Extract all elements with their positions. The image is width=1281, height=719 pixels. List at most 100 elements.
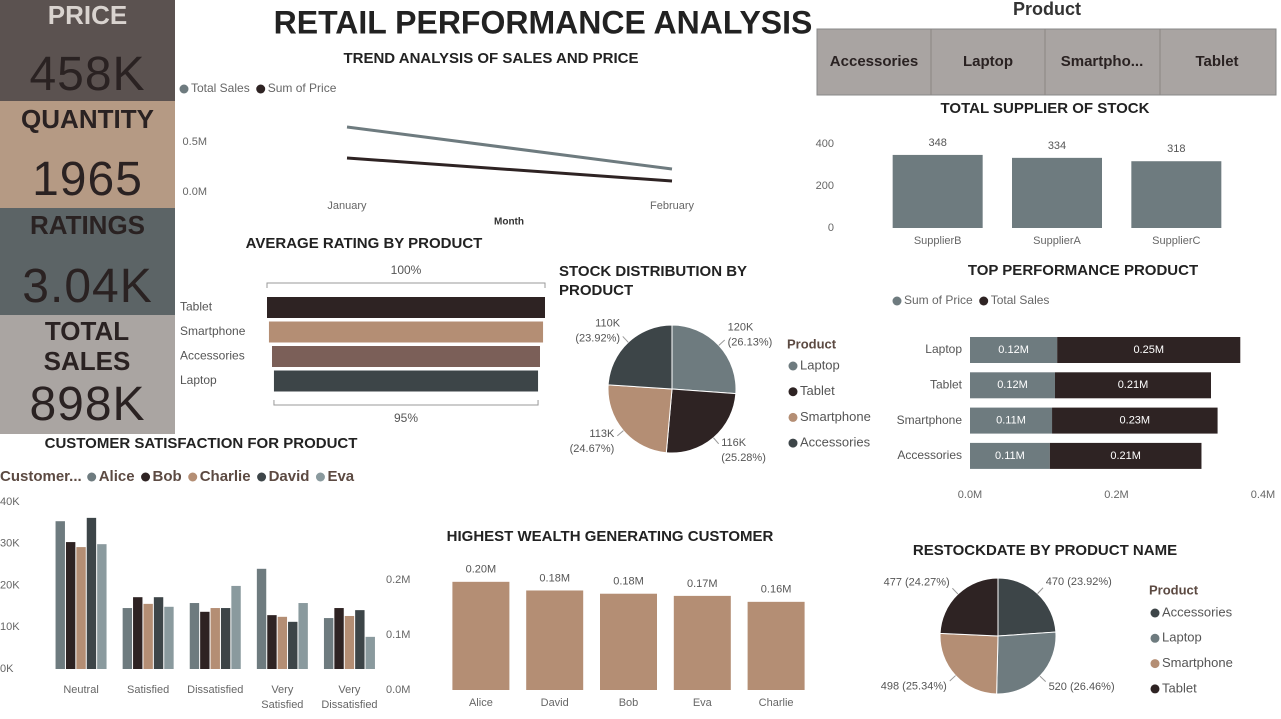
- kpi-value: 898K: [29, 378, 146, 431]
- legend-title: Product: [1149, 582, 1199, 597]
- category-label: Smartphone: [897, 413, 963, 427]
- kpi-card: [0, 101, 175, 208]
- bar: [334, 608, 344, 669]
- pie-slice: [671, 324, 737, 395]
- legend-marker: [87, 472, 97, 482]
- series-line: [346, 156, 673, 183]
- legend-marker: [1150, 608, 1160, 618]
- chart-title: RESTOCKDATE BY PRODUCT NAME: [913, 542, 1177, 559]
- percent-label: (23.92%): [575, 333, 620, 345]
- legend-label: Accessories: [1162, 604, 1233, 619]
- percent-label: (25.34%): [902, 680, 947, 692]
- y-tick-label: 40K: [0, 496, 20, 508]
- x-tick-label: 0.0M: [958, 489, 982, 501]
- x-tick-label: Bob: [619, 697, 639, 709]
- pie-slice: [939, 632, 999, 695]
- legend-label: Tablet: [800, 383, 835, 398]
- leader-line: [1039, 675, 1047, 682]
- bar: [344, 615, 355, 669]
- leader-line: [949, 675, 956, 682]
- bar: [122, 608, 133, 669]
- bar-segment: [1054, 372, 1211, 399]
- category-label: Smartphone: [180, 324, 246, 338]
- chart-title: TREND ANALYSIS OF SALES AND PRICE: [343, 50, 638, 67]
- data-label: 520 (26.46%): [1049, 681, 1115, 693]
- y-tick-label: 0: [828, 222, 834, 234]
- value-label: 318: [1167, 143, 1185, 155]
- chart-title: AVERAGE RATING BY PRODUCT: [246, 235, 483, 252]
- y2-tick-label: 0.0M: [386, 684, 410, 696]
- data-label: 120K (26.13%): [728, 321, 773, 348]
- funnel-bar: [268, 321, 544, 343]
- value-label: 348: [928, 137, 946, 149]
- slicer-box: [816, 28, 1277, 96]
- slicer-item[interactable]: Tablet: [1195, 53, 1238, 70]
- percent-label: (23.92%): [1067, 576, 1112, 588]
- x-tick-label: Eva: [693, 697, 713, 709]
- legend-label: Charlie: [200, 468, 251, 485]
- legend-label: Laptop: [1162, 630, 1202, 645]
- bar: [86, 517, 97, 669]
- legend-label: Tablet: [1162, 680, 1197, 695]
- bracket: [273, 400, 539, 406]
- legend-title: Product: [787, 336, 837, 351]
- chart-title: CUSTOMER SATISFACTION FOR PRODUCT: [45, 435, 358, 452]
- bar: [65, 542, 76, 669]
- funnel-bar: [272, 346, 540, 367]
- category-label: Laptop: [180, 373, 217, 387]
- value-label: 470: [1046, 576, 1064, 588]
- kpi-card: [0, 0, 175, 101]
- x-tick-label: SupplierA: [1033, 235, 1081, 247]
- bar: [365, 636, 375, 669]
- value-label: 0.18M: [539, 572, 570, 584]
- x-tick-label: David: [541, 697, 569, 709]
- pie-slice: [607, 324, 673, 390]
- bar: [673, 595, 731, 690]
- leader-line: [952, 587, 959, 595]
- kpi-value: 458K: [29, 48, 146, 101]
- value-label: 0.20M: [466, 564, 497, 576]
- x-tick-label: 0.4M: [1251, 489, 1275, 501]
- category-label: Accessories: [180, 349, 245, 363]
- value-label: 0.16M: [761, 584, 792, 596]
- legend-marker: [892, 296, 902, 306]
- legend-label: Bob: [153, 468, 182, 485]
- leader-line: [622, 336, 629, 343]
- slicer-item[interactable]: Accessories: [830, 53, 918, 70]
- value-label: 0.11M: [996, 415, 1026, 427]
- value-label: 0.12M: [997, 379, 1028, 391]
- value-label: 113K: [589, 428, 615, 440]
- bar-segment: [970, 372, 1055, 399]
- bar-segment: [1052, 407, 1218, 434]
- funnel-bar: [273, 370, 539, 392]
- legend-marker: [188, 472, 198, 482]
- bar: [143, 603, 153, 669]
- bar: [747, 601, 805, 690]
- y-tick-label: 400: [816, 138, 834, 150]
- bar: [55, 521, 65, 669]
- leader-line: [718, 339, 726, 346]
- legend-marker: [256, 84, 266, 94]
- slicer-item[interactable]: Smartpho...: [1061, 53, 1144, 70]
- bar: [288, 621, 298, 669]
- legend-label: Sum of Price: [268, 81, 337, 95]
- x-tick-label: January: [327, 200, 367, 212]
- kpi-label: TOTAL SALES: [43, 316, 131, 376]
- slicer-item[interactable]: Laptop: [963, 53, 1013, 70]
- bar-segment: [970, 442, 1050, 469]
- bar-segment: [970, 337, 1058, 363]
- y-tick-label: 10K: [0, 621, 20, 633]
- bar: [200, 611, 210, 669]
- y-tick-label: 0K: [0, 663, 14, 675]
- pie-slice: [607, 384, 673, 454]
- category-label: Tablet: [930, 377, 963, 391]
- y2-tick-label: 0.1M: [386, 629, 410, 641]
- legend-label: Total Sales: [191, 81, 250, 95]
- value-label: 0.25M: [1133, 344, 1164, 356]
- bar: [97, 544, 107, 669]
- slicer-title: Product: [1013, 0, 1081, 19]
- bar: [256, 568, 267, 669]
- leader-line: [713, 437, 720, 445]
- value-label: 0.11M: [995, 450, 1025, 462]
- bar: [526, 590, 584, 690]
